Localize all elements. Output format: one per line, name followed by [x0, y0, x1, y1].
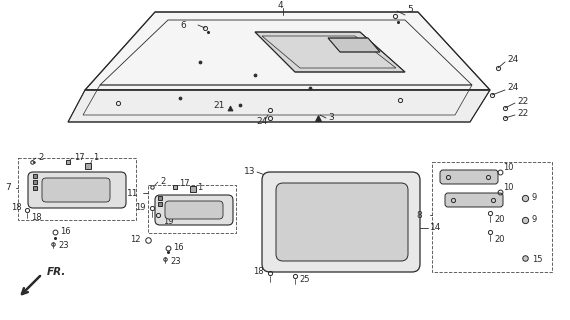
- Text: 17: 17: [179, 180, 190, 188]
- Text: 1: 1: [93, 154, 98, 163]
- FancyBboxPatch shape: [440, 170, 498, 184]
- Bar: [432, 162, 552, 272]
- Text: 25: 25: [299, 276, 310, 284]
- Text: 16: 16: [173, 244, 184, 252]
- Text: 20: 20: [494, 215, 504, 225]
- Text: 23: 23: [170, 257, 181, 266]
- Text: 1: 1: [197, 182, 202, 191]
- Text: 24: 24: [507, 55, 518, 65]
- Bar: [18, 158, 136, 220]
- Text: 9: 9: [532, 215, 538, 225]
- Text: 2: 2: [160, 177, 165, 186]
- Text: 15: 15: [532, 255, 543, 265]
- Text: 23: 23: [58, 242, 68, 251]
- Bar: [148, 185, 236, 233]
- Text: 11: 11: [127, 188, 138, 197]
- Text: 9: 9: [532, 194, 538, 203]
- Text: 10: 10: [503, 164, 514, 172]
- Text: 14: 14: [430, 223, 441, 233]
- FancyBboxPatch shape: [155, 195, 233, 225]
- Polygon shape: [68, 90, 490, 122]
- Text: 8: 8: [416, 211, 422, 220]
- Text: 7: 7: [5, 183, 11, 193]
- Polygon shape: [255, 32, 405, 72]
- Text: 5: 5: [407, 5, 413, 14]
- Text: 10: 10: [503, 183, 514, 193]
- Text: 2: 2: [38, 153, 43, 162]
- Text: 19: 19: [163, 218, 173, 227]
- Text: 20: 20: [494, 235, 504, 244]
- FancyBboxPatch shape: [42, 178, 110, 202]
- Text: 6: 6: [180, 20, 186, 29]
- Text: 18: 18: [11, 204, 22, 212]
- FancyBboxPatch shape: [276, 183, 408, 261]
- Text: 18: 18: [31, 213, 42, 222]
- Text: 19: 19: [136, 203, 146, 212]
- Text: 21: 21: [214, 100, 225, 109]
- FancyBboxPatch shape: [445, 193, 503, 207]
- Text: 3: 3: [328, 113, 334, 122]
- Polygon shape: [85, 12, 490, 90]
- Text: 24: 24: [256, 117, 268, 126]
- Text: 17: 17: [74, 153, 84, 162]
- FancyBboxPatch shape: [165, 201, 223, 219]
- Text: 13: 13: [243, 167, 255, 177]
- Text: FR.: FR.: [47, 267, 66, 277]
- Text: 22: 22: [517, 97, 528, 106]
- Text: 12: 12: [131, 236, 141, 244]
- Text: 22: 22: [517, 108, 528, 117]
- Text: 18: 18: [254, 268, 264, 276]
- FancyBboxPatch shape: [28, 172, 126, 208]
- Text: 4: 4: [277, 2, 283, 11]
- Text: 24: 24: [507, 84, 518, 92]
- Text: 16: 16: [60, 228, 71, 236]
- Polygon shape: [328, 38, 380, 52]
- FancyBboxPatch shape: [262, 172, 420, 272]
